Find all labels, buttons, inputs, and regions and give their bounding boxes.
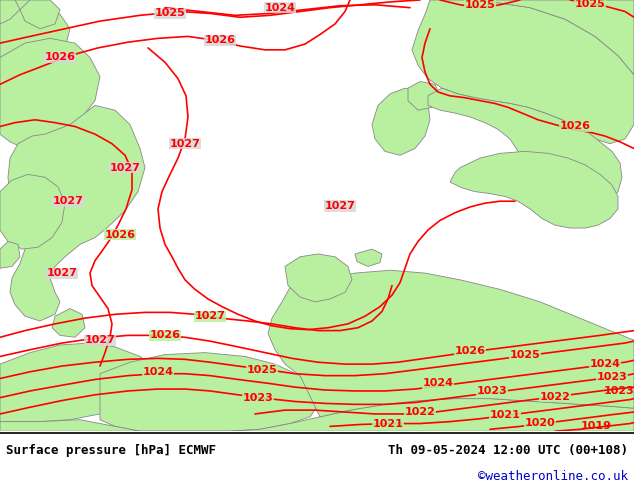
- Text: 1026: 1026: [559, 122, 590, 131]
- Text: 1025: 1025: [155, 8, 185, 19]
- Text: 1022: 1022: [540, 392, 571, 402]
- Text: 1025: 1025: [247, 365, 278, 375]
- Polygon shape: [0, 38, 100, 148]
- Polygon shape: [0, 399, 634, 431]
- Polygon shape: [0, 343, 160, 421]
- Text: 1023: 1023: [604, 386, 634, 396]
- Text: 1025: 1025: [465, 0, 495, 10]
- Polygon shape: [0, 242, 20, 269]
- Text: 1025: 1025: [574, 0, 605, 9]
- Text: 1024: 1024: [422, 378, 453, 388]
- Text: 1026: 1026: [205, 35, 235, 45]
- Polygon shape: [450, 151, 618, 228]
- Text: 1027: 1027: [110, 163, 141, 172]
- Polygon shape: [442, 69, 473, 94]
- Text: 1022: 1022: [404, 407, 436, 417]
- Text: 1026: 1026: [105, 230, 136, 240]
- Text: 1024: 1024: [590, 359, 621, 369]
- Polygon shape: [408, 81, 440, 110]
- Text: 1025: 1025: [510, 349, 540, 360]
- Polygon shape: [285, 254, 352, 302]
- Text: 1023: 1023: [597, 371, 628, 382]
- Text: 1019: 1019: [581, 421, 612, 431]
- Polygon shape: [52, 309, 85, 337]
- Text: 1027: 1027: [195, 311, 226, 321]
- Polygon shape: [412, 0, 634, 144]
- Text: 1027: 1027: [325, 201, 356, 211]
- Text: 1021: 1021: [489, 410, 521, 420]
- Polygon shape: [0, 174, 65, 249]
- Text: 1026: 1026: [44, 52, 75, 63]
- Polygon shape: [100, 353, 320, 431]
- Text: Surface pressure [hPa] ECMWF: Surface pressure [hPa] ECMWF: [6, 444, 216, 457]
- Text: 1027: 1027: [169, 139, 200, 149]
- Text: 1024: 1024: [143, 367, 174, 377]
- Polygon shape: [0, 0, 20, 24]
- Text: 1026: 1026: [455, 346, 486, 356]
- Text: 1027: 1027: [84, 335, 115, 345]
- Polygon shape: [480, 0, 634, 75]
- Polygon shape: [8, 105, 145, 321]
- Polygon shape: [428, 88, 622, 216]
- Text: 1023: 1023: [243, 392, 273, 403]
- Polygon shape: [20, 0, 60, 29]
- Text: 1024: 1024: [264, 2, 295, 13]
- Polygon shape: [0, 0, 70, 115]
- Text: 1021: 1021: [373, 418, 403, 429]
- Polygon shape: [372, 88, 430, 155]
- Text: 1023: 1023: [477, 386, 507, 396]
- Polygon shape: [355, 249, 382, 267]
- Text: ©weatheronline.co.uk: ©weatheronline.co.uk: [478, 470, 628, 484]
- Text: 1026: 1026: [150, 330, 181, 341]
- Text: 1020: 1020: [524, 417, 555, 428]
- Text: 1027: 1027: [46, 268, 77, 278]
- Polygon shape: [268, 270, 634, 417]
- Text: Th 09-05-2024 12:00 UTC (00+108): Th 09-05-2024 12:00 UTC (00+108): [388, 444, 628, 457]
- Text: 1027: 1027: [53, 196, 84, 206]
